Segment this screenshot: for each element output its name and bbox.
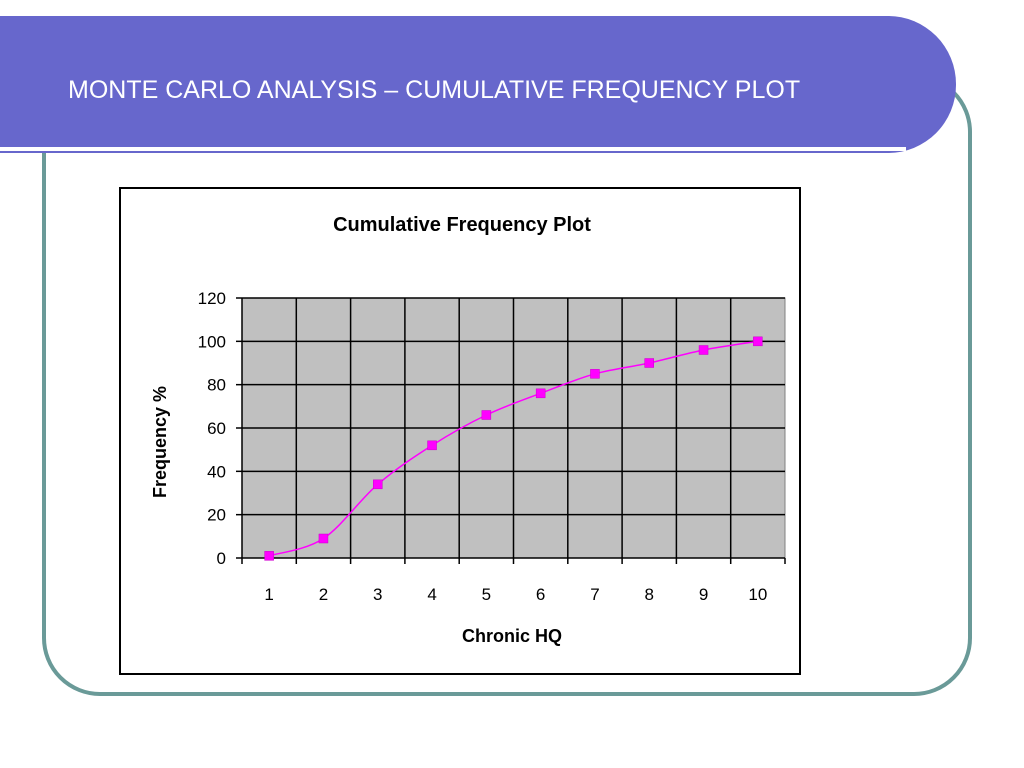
data-point-marker [698, 345, 709, 355]
data-point-marker [373, 479, 383, 490]
data-point-marker [264, 551, 274, 561]
series-line [268, 340, 758, 557]
y-tick-label: 80 [207, 376, 226, 395]
title-bar: MONTE CARLO ANALYSIS – CUMULATIVE FREQUE… [0, 16, 956, 153]
y-tick-label: 100 [198, 332, 226, 351]
y-tick-label: 120 [198, 289, 226, 308]
slide-title: MONTE CARLO ANALYSIS – CUMULATIVE FREQUE… [68, 76, 801, 104]
y-tick-label: 0 [217, 549, 226, 568]
data-point-marker [535, 388, 546, 399]
x-tick-label: 8 [645, 585, 654, 604]
data-point-marker [481, 410, 492, 420]
plot-area-group: 0 20 40 60 80 100 120 1 2 3 4 5 6 7 8 9 10 [198, 289, 786, 604]
data-point-marker [427, 440, 437, 451]
data-point-marker [590, 369, 600, 379]
x-tick-label: 5 [482, 585, 491, 604]
x-tick-label: 7 [590, 585, 599, 604]
x-tick-label: 1 [264, 585, 273, 604]
data-point-marker [753, 336, 763, 347]
data-point-marker [318, 533, 329, 544]
x-tick-label: 6 [536, 585, 545, 604]
y-tick-label: 20 [207, 506, 226, 525]
title-underline [0, 147, 906, 151]
cumulative-frequency-chart: Cumulative Frequency Plot Chronic HQ Fre… [150, 214, 786, 646]
y-tick-label: 40 [207, 462, 226, 481]
x-tick-label: 10 [748, 585, 767, 604]
x-tick-label: 4 [427, 585, 436, 604]
chart-title: Cumulative Frequency Plot [333, 214, 591, 236]
y-tick-label: 60 [207, 419, 226, 438]
x-tick-label: 9 [699, 585, 708, 604]
y-axis-label: Frequency % [150, 386, 170, 498]
chart-container: Cumulative Frequency Plot Chronic HQ Fre… [119, 187, 801, 675]
data-point-marker [644, 358, 654, 368]
x-tick-label: 2 [319, 585, 328, 604]
x-axis-label: Chronic HQ [462, 626, 562, 646]
x-tick-label: 3 [373, 585, 382, 604]
